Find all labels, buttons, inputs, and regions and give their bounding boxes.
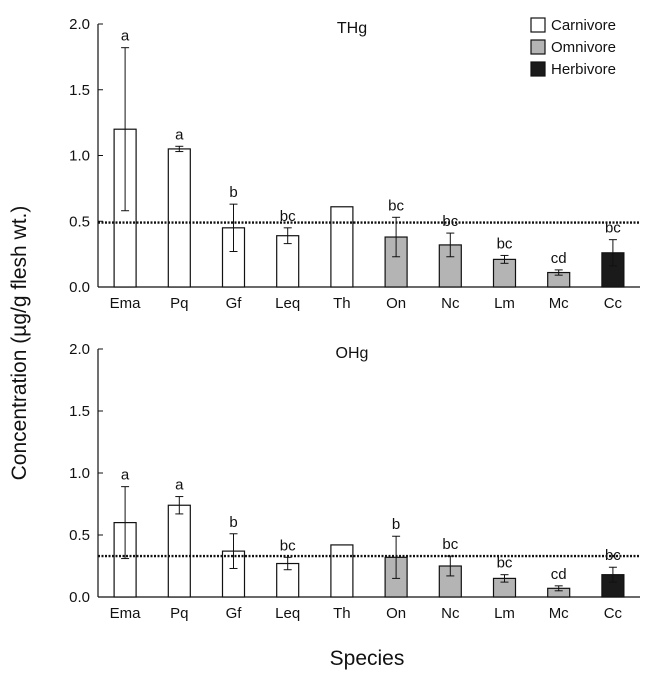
x-tick-label: Mc <box>549 295 569 312</box>
y-tick-label: 1.0 <box>69 465 90 482</box>
significance-letter: bc <box>442 213 458 230</box>
chart-panel-ohg: 0.0 0.5 1.0 1.5 2.0 OHg a Ema a Pq b Gf bc Leq Th b On bc… <box>69 341 640 622</box>
legend-label: Omnivore <box>551 39 616 56</box>
legend: Carnivore Omnivore Herbivore <box>530 17 616 78</box>
legend-item-omnivore: Omnivore <box>530 39 616 56</box>
x-tick-label: Lm <box>494 295 515 312</box>
x-tick-label: Pq <box>170 605 188 622</box>
x-tick-label: Cc <box>604 295 623 312</box>
significance-letter: a <box>175 126 184 143</box>
y-tick-label: 1.0 <box>69 148 90 165</box>
x-tick-label: Ema <box>110 295 142 312</box>
x-tick-label: On <box>386 295 406 312</box>
chart-panels: 0.0 0.5 1.0 1.5 2.0 THg a Ema a Pq b Gf bc Leq Th bc On b… <box>69 16 640 622</box>
y-tick-label: 0.5 <box>69 213 90 230</box>
x-tick-label: Mc <box>549 605 569 622</box>
significance-letter: a <box>121 28 130 45</box>
x-tick-label: Ema <box>110 605 142 622</box>
legend-swatch <box>530 39 546 55</box>
significance-letter: b <box>392 516 400 533</box>
significance-letter: cd <box>551 250 567 267</box>
x-tick-label: Gf <box>226 605 243 622</box>
x-tick-label: Leq <box>275 295 300 312</box>
chart-panel-thg: 0.0 0.5 1.0 1.5 2.0 THg a Ema a Pq b Gf bc Leq Th bc On b… <box>69 16 640 312</box>
panel-title: THg <box>337 20 367 37</box>
y-tick-label: 1.5 <box>69 403 90 420</box>
y-tick-label: 1.5 <box>69 82 90 99</box>
x-tick-label: Cc <box>604 605 623 622</box>
significance-letter: bc <box>280 208 296 225</box>
y-tick-label: 0.0 <box>69 279 90 296</box>
y-tick-label: 0.5 <box>69 527 90 544</box>
bar-th <box>330 206 354 288</box>
x-tick-label: Th <box>333 605 351 622</box>
x-tick-label: Nc <box>441 605 460 622</box>
significance-letter: cd <box>551 566 567 583</box>
significance-letter: bc <box>280 537 296 554</box>
significance-letter: b <box>229 514 237 531</box>
bar-pq <box>167 504 191 598</box>
x-tick-label: Pq <box>170 295 188 312</box>
y-axis-label: Concentration (µg/g flesh wt.) <box>8 206 31 481</box>
significance-letter: b <box>229 184 237 201</box>
significance-letter: bc <box>497 235 513 252</box>
significance-letter: bc <box>497 555 513 572</box>
x-axis-label: Species <box>330 647 405 670</box>
x-tick-label: Leq <box>275 605 300 622</box>
significance-letter: a <box>121 467 130 484</box>
significance-letter: bc <box>605 220 621 237</box>
legend-item-carnivore: Carnivore <box>530 17 616 34</box>
bar-th <box>330 544 354 598</box>
legend-swatch <box>530 17 546 33</box>
x-tick-label: On <box>386 605 406 622</box>
legend-label: Herbivore <box>551 61 616 78</box>
y-tick-label: 2.0 <box>69 341 90 358</box>
significance-letter: a <box>175 477 184 494</box>
y-tick-label: 2.0 <box>69 16 90 33</box>
legend-label: Carnivore <box>551 17 616 34</box>
legend-swatch <box>530 61 546 77</box>
panel-title: OHg <box>336 345 369 362</box>
y-tick-label: 0.0 <box>69 589 90 606</box>
legend-item-herbivore: Herbivore <box>530 61 616 78</box>
bar-pq <box>167 148 191 288</box>
x-tick-label: Th <box>333 295 351 312</box>
x-tick-label: Nc <box>441 295 460 312</box>
x-tick-label: Gf <box>226 295 243 312</box>
significance-letter: bc <box>442 536 458 553</box>
x-tick-label: Lm <box>494 605 515 622</box>
significance-letter: bc <box>388 197 404 214</box>
